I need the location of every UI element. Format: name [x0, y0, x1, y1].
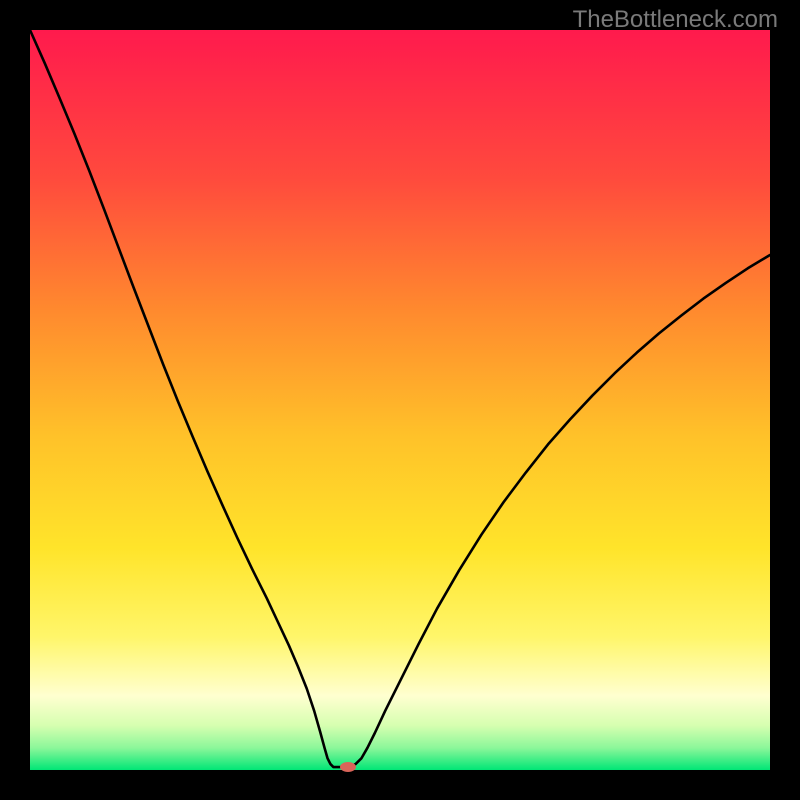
- chart-container: { "canvas": { "width": 800, "height": 80…: [0, 0, 800, 800]
- optimal-marker: [340, 762, 356, 772]
- bottleneck-curve: [0, 0, 800, 800]
- watermark-text: TheBottleneck.com: [573, 6, 778, 34]
